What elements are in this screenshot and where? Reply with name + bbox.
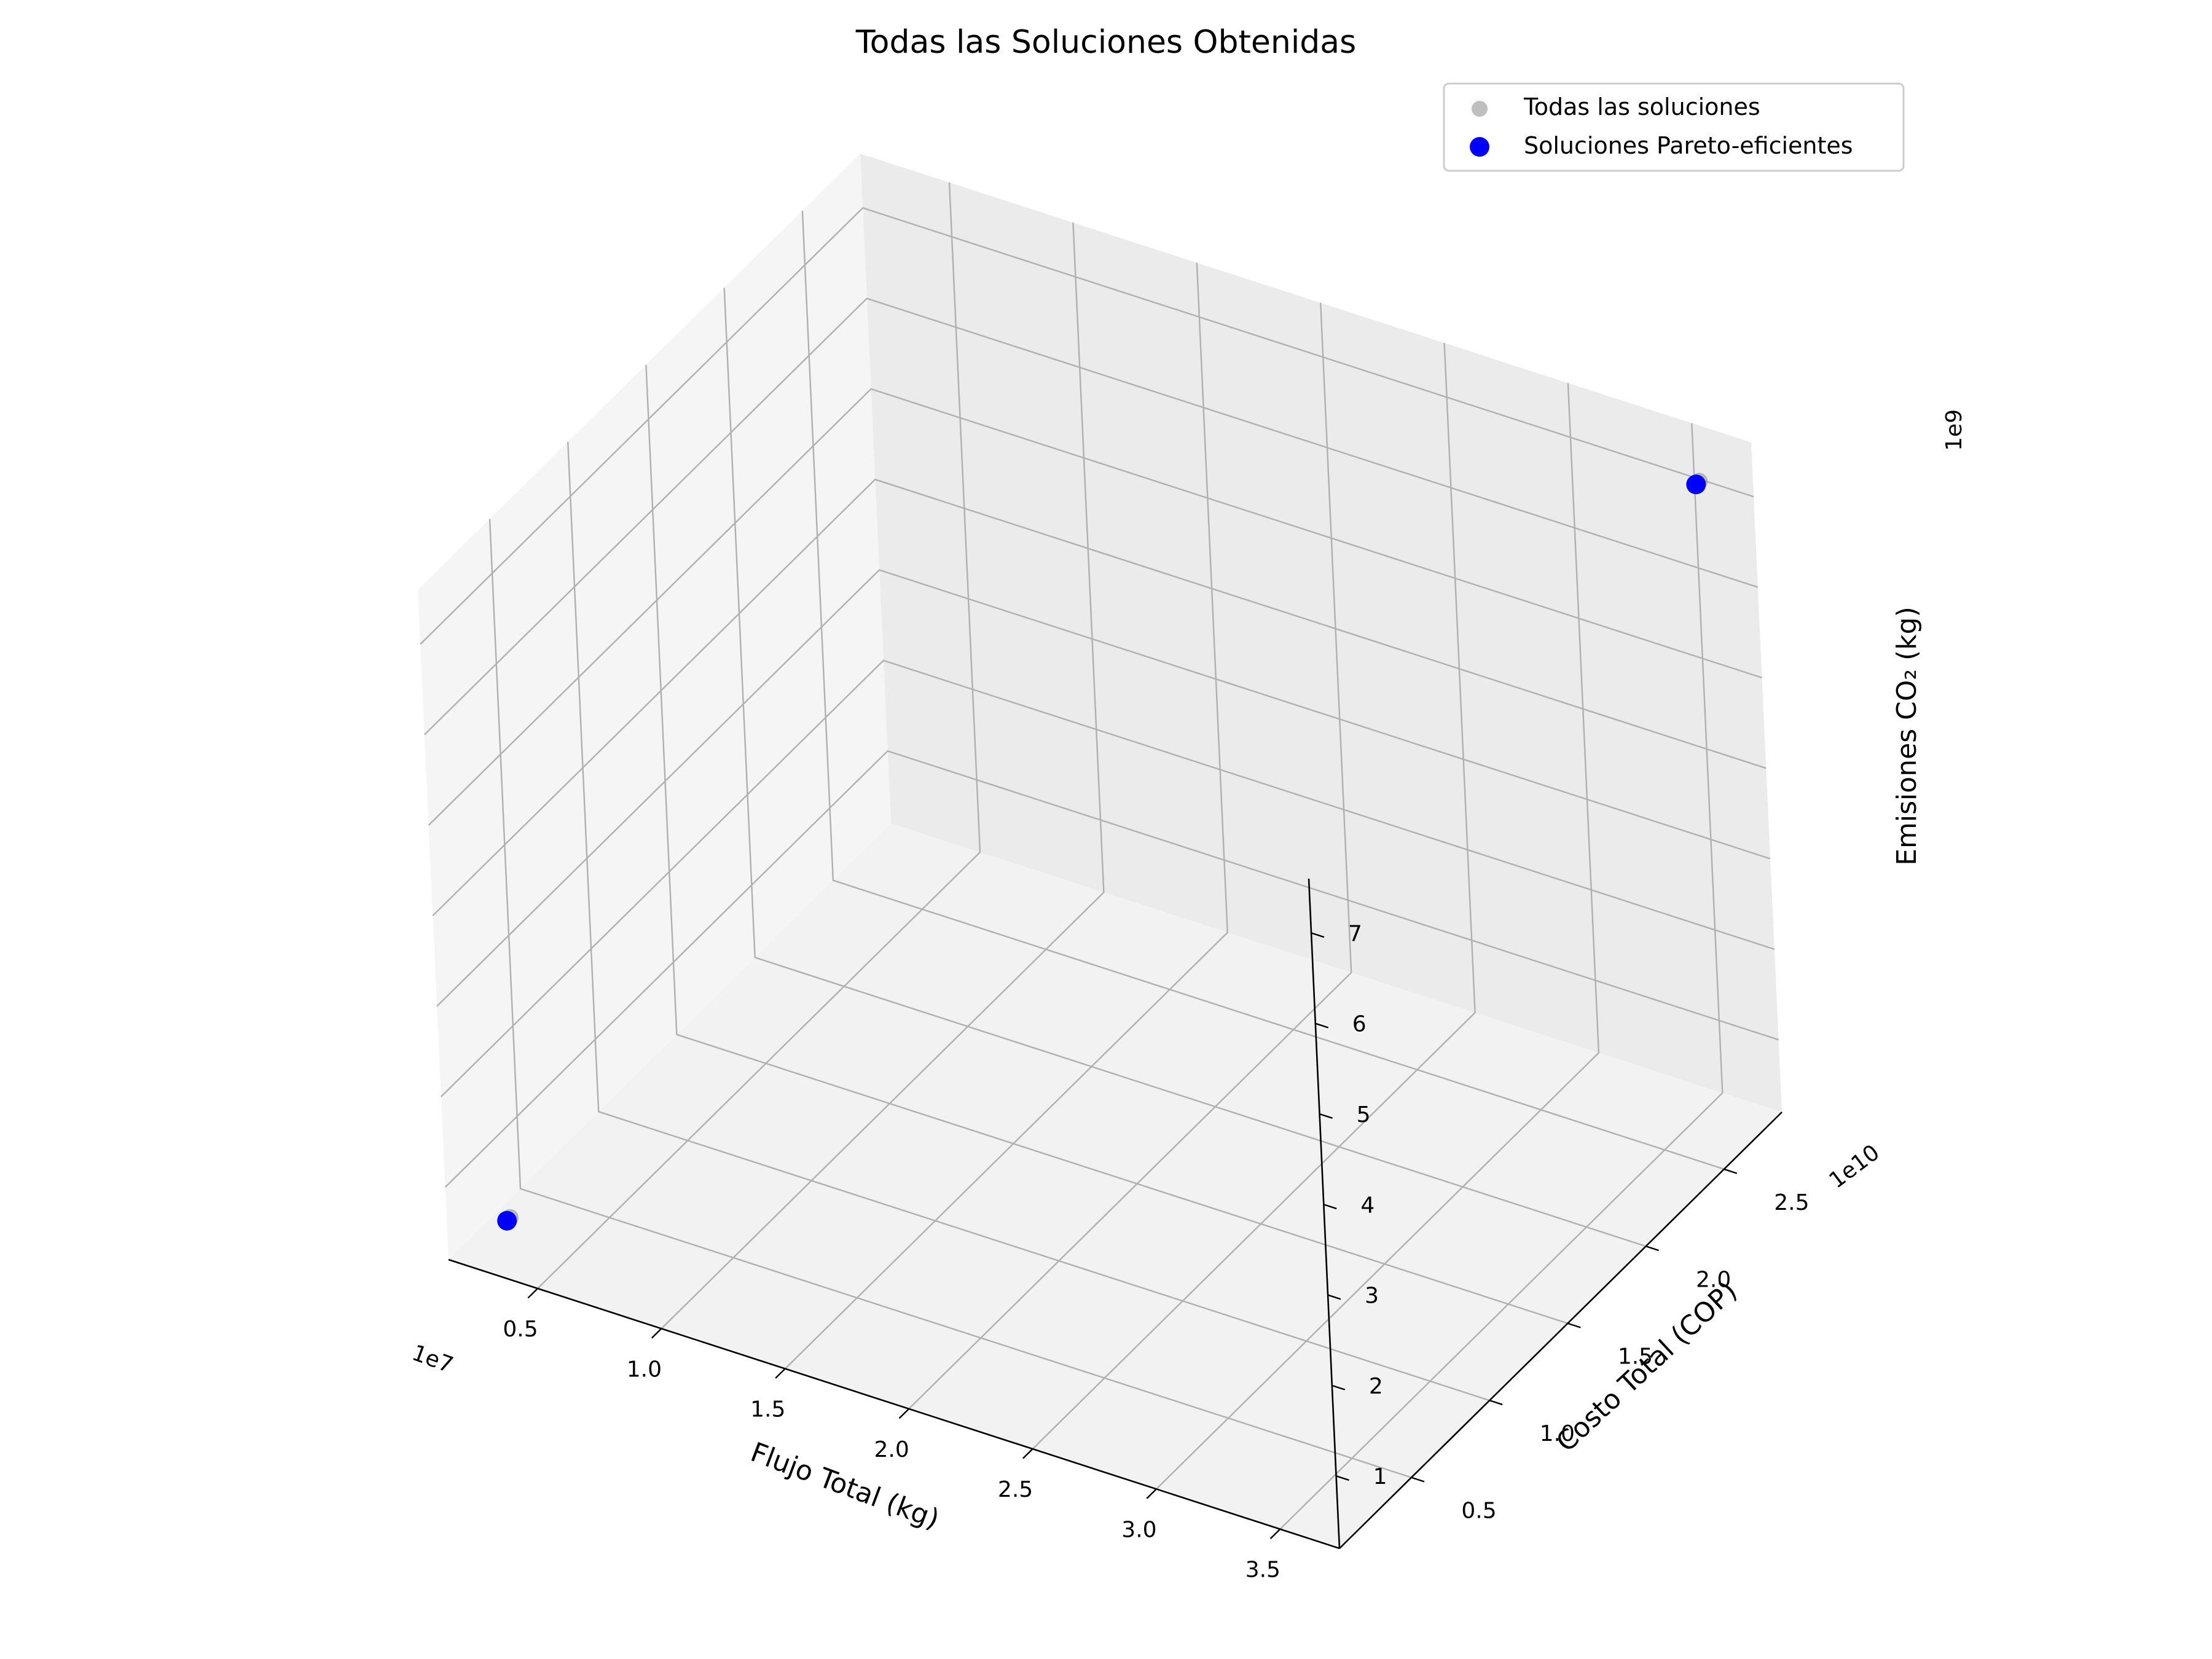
y-tick	[1489, 1400, 1503, 1406]
z-axis-line	[1308, 878, 1341, 1549]
z-axis-label: Emisiones CO₂ (kg)	[1891, 606, 1923, 866]
z-tick-label: 7	[1348, 921, 1362, 946]
x-tick-label: 3.5	[1245, 1558, 1281, 1583]
x-tick-label: 1.0	[627, 1357, 662, 1382]
x-gridline	[661, 222, 1105, 1330]
y-gridline	[488, 519, 1412, 1478]
y-tick	[1411, 1477, 1425, 1483]
tick-labels: 0.5 1.0 1.5 2.0 2.5 3.0 3.5 0.5 1.0 1.5 2.0 2.5 1 2 3 4…	[503, 921, 1809, 1582]
back-pane	[860, 154, 1782, 1112]
legend-label-all-solutions: Todas las soluciones	[1523, 93, 1760, 120]
z-tick	[1327, 1294, 1341, 1300]
z-tick-label: 6	[1352, 1012, 1367, 1037]
x-tick	[1269, 1528, 1281, 1539]
z-tick-label: 4	[1360, 1193, 1375, 1218]
y-gridline	[567, 442, 1490, 1402]
x-offset-label: 1e7	[409, 1340, 457, 1378]
x-tick-label: 2.0	[874, 1437, 909, 1462]
x-gridline	[1032, 343, 1476, 1449]
x-tick-label: 3.0	[1121, 1517, 1156, 1542]
y-tick-label: 1.0	[1540, 1421, 1575, 1446]
y-gridline	[801, 210, 1725, 1170]
legend-marker-pareto-solutions	[1470, 137, 1489, 157]
z-gridline	[432, 478, 1767, 917]
axis-lines	[448, 878, 1783, 1550]
x-gridline	[1279, 423, 1724, 1530]
y-tick	[1724, 1168, 1738, 1174]
x-tick	[527, 1288, 538, 1299]
z-gridline	[423, 297, 1759, 735]
z-tick	[1315, 1022, 1329, 1029]
y-tick-label: 2.5	[1774, 1190, 1809, 1215]
x-tick-label: 0.5	[503, 1317, 538, 1342]
data-points	[497, 473, 1708, 1231]
grid-lines	[420, 182, 1779, 1530]
y-gridline	[723, 288, 1647, 1247]
x-axis-label: Flujo Total (kg)	[747, 1437, 943, 1535]
z-gridline	[420, 207, 1754, 645]
pareto-solution-point	[497, 1210, 517, 1231]
legend-label-pareto-solutions: Soluciones Pareto-eficientes	[1524, 132, 1853, 159]
x-tick-label: 1.5	[750, 1397, 785, 1422]
z-gridline	[428, 388, 1762, 826]
x-axis-line	[448, 1258, 1340, 1550]
z-tick-label: 5	[1357, 1102, 1371, 1128]
x-gridline	[1156, 383, 1600, 1490]
legend-frame	[1443, 82, 1905, 172]
z-tick-label: 2	[1369, 1374, 1383, 1399]
x-tick	[1146, 1488, 1157, 1499]
z-offset-label: 1e9	[1942, 409, 1967, 451]
x-gridline	[908, 302, 1352, 1410]
y-tick-label: 1.5	[1618, 1344, 1653, 1370]
z-gridline	[440, 659, 1775, 1097]
x-tick-label: 2.5	[998, 1477, 1033, 1502]
y-tick	[1567, 1322, 1581, 1328]
y-axis-line	[1339, 1112, 1783, 1549]
tick-marks	[527, 932, 1738, 1539]
y-offset-label: 1e10	[1824, 1140, 1884, 1193]
z-tick	[1319, 1113, 1333, 1119]
y-gridline	[645, 364, 1568, 1324]
x-gridline	[784, 262, 1229, 1370]
x-tick	[898, 1408, 910, 1419]
x-gridline	[537, 182, 981, 1289]
z-tick-label: 3	[1365, 1284, 1379, 1309]
pareto-solution-point	[1686, 474, 1706, 495]
y-tick	[1645, 1245, 1659, 1252]
axes-panes	[418, 154, 1782, 1548]
legend: Todas las soluciones Soluciones Pareto-e…	[1443, 82, 1905, 172]
z-tick	[1311, 932, 1325, 938]
z-tick-label: 1	[1373, 1464, 1387, 1489]
z-tick	[1332, 1384, 1346, 1390]
side-pane	[418, 154, 891, 1260]
chart-title: Todas las Soluciones Obtenidas	[855, 24, 1357, 61]
z-gridline	[436, 569, 1771, 1007]
y-tick-label: 2.0	[1696, 1267, 1731, 1292]
y-tick-label: 0.5	[1461, 1499, 1496, 1524]
z-tick	[1323, 1204, 1337, 1210]
z-tick	[1336, 1475, 1349, 1481]
x-tick	[651, 1328, 662, 1339]
x-tick	[775, 1368, 786, 1379]
x-tick	[1022, 1448, 1033, 1459]
z-gridline	[444, 750, 1779, 1188]
legend-marker-all-solutions	[1472, 101, 1488, 117]
